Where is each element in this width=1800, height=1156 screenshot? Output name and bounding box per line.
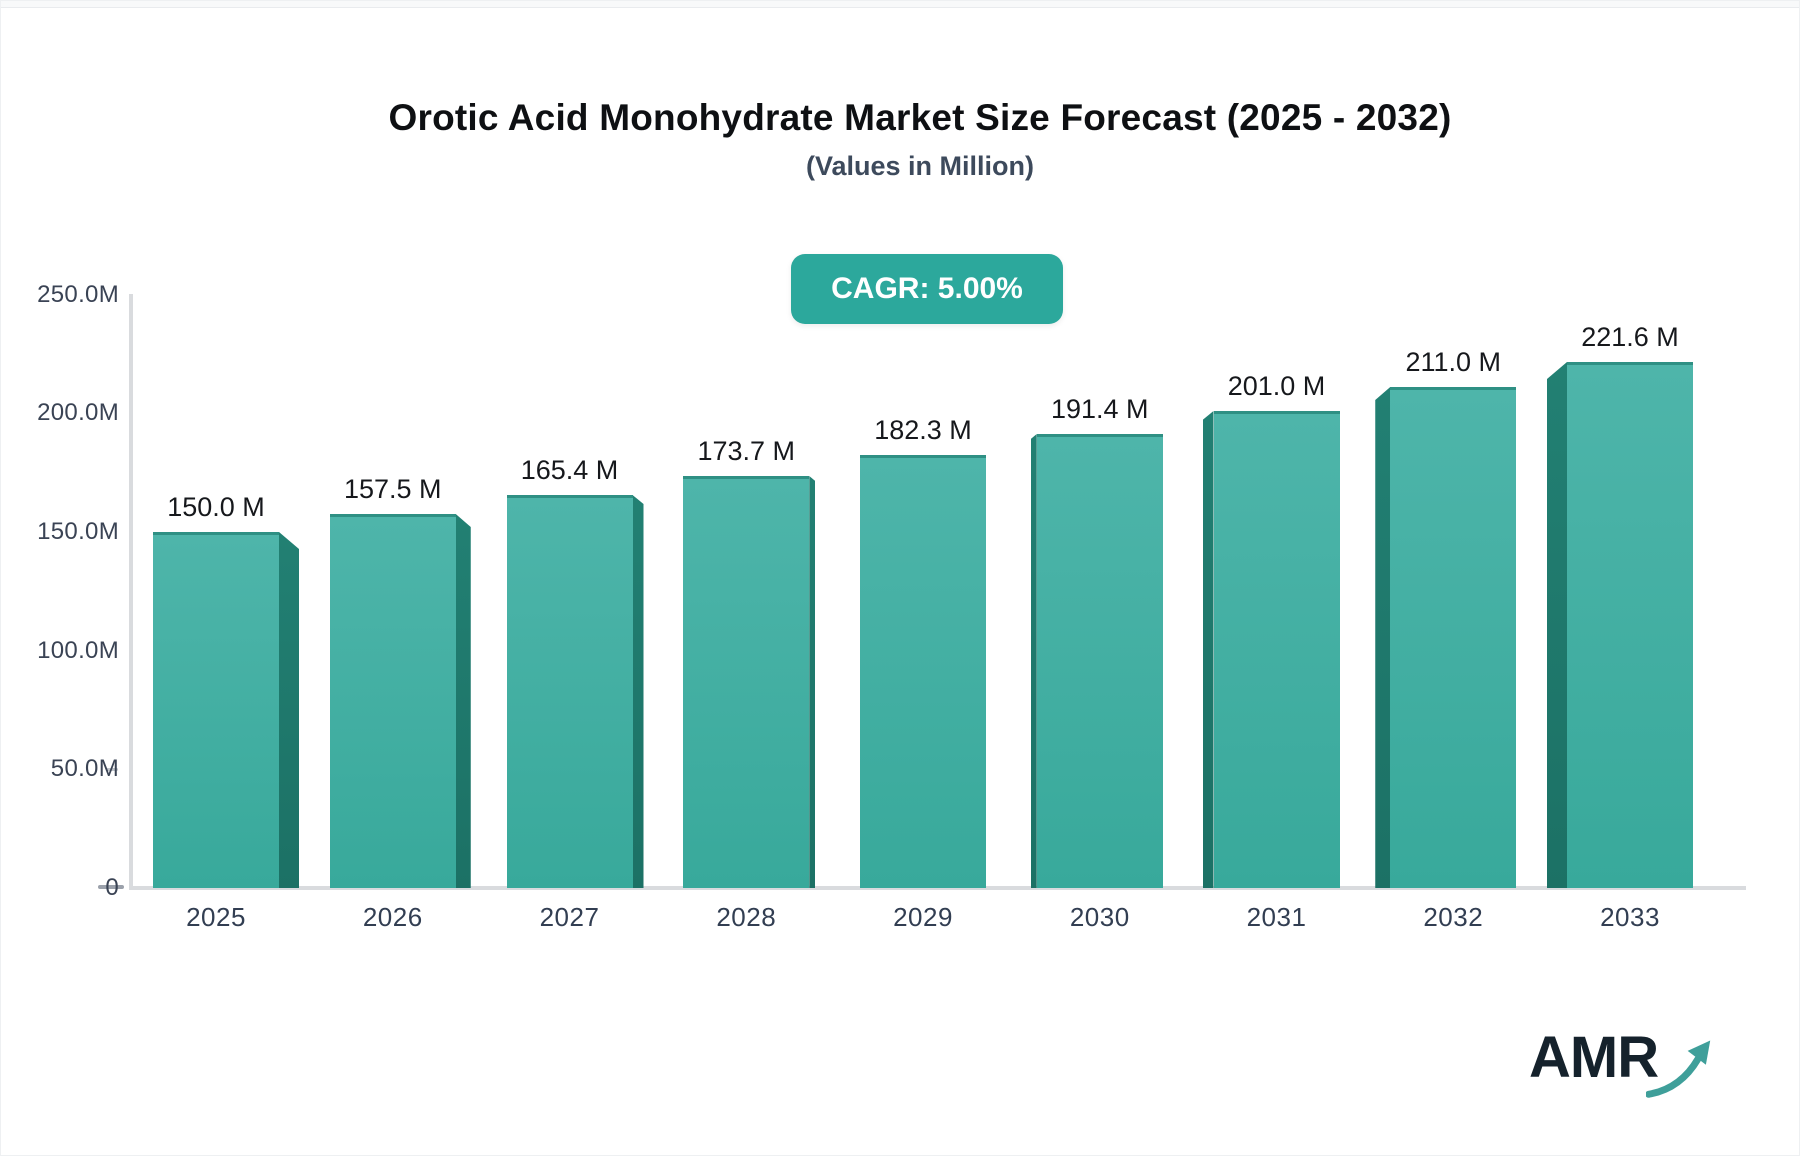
amr-logo-text: AMR [1529,1025,1659,1090]
bar-2032[interactable]: 211.0 M [1375,347,1517,888]
cagr-badge-label: CAGR: 5.00% [831,272,1023,305]
bar-front-face [1213,411,1340,888]
bar-2028[interactable]: 173.7 M [683,436,816,888]
bar-2025[interactable]: 150.0 M [153,492,299,888]
top-border-strip [1,1,1799,8]
bar-front-face [329,514,456,888]
bar-side-face [1030,434,1037,888]
cagr-badge: CAGR: 5.00% [791,254,1063,324]
x-axis-label-2031: 2031 [1246,902,1307,932]
bar-side-face [455,514,471,888]
bar-front-face [153,532,279,888]
bar-value-label: 157.5 M [343,474,442,504]
bar-value-label: 150.0 M [167,492,265,522]
x-axis-label-2030: 2030 [1069,902,1130,932]
bar-value-label: 201.0 M [1227,371,1326,401]
bar-front-face [1567,362,1693,888]
growth-arrow-icon [1646,1040,1711,1098]
y-tick-label: 50.0M [50,755,119,783]
bar-2027[interactable]: 165.4 M [506,455,644,888]
bar-front-face [506,495,633,888]
bar-side-face [1375,387,1391,888]
y-tick-label: 250.0M [37,280,119,308]
bar-front-face [1390,387,1517,888]
x-axis-label-2027: 2027 [539,902,600,932]
bar-value-label: 221.6 M [1581,322,1679,352]
bar-side-face [279,532,299,888]
bar-value-label: 211.0 M [1405,347,1502,377]
bar-side-face [809,476,816,888]
bar-2029[interactable]: 182.3 M [860,415,986,888]
bar-front-face [1036,434,1163,888]
bar-2031[interactable]: 201.0 M [1202,371,1340,888]
bar-side-face [1547,362,1567,888]
bar-2030[interactable]: 191.4 M [1030,394,1163,888]
bar-value-label: 165.4 M [520,455,619,485]
bar-value-label: 182.3 M [874,415,972,445]
x-axis-label-2033: 2033 [1600,902,1660,932]
bar-2033[interactable]: 221.6 M [1547,322,1693,888]
amr-logo: AMR [1529,1027,1719,1113]
y-tick-label: 100.0M [37,636,119,664]
bar-front-face [860,455,986,888]
bar-2026[interactable]: 157.5 M [329,474,471,888]
bar-side-face [632,495,644,888]
bar-side-face [1202,411,1214,888]
y-tick-mark-50 [106,768,118,771]
chart-subtitle: (Values in Million) [805,151,1035,181]
y-tick-label: 200.0M [37,399,119,427]
bar-front-face [683,476,810,888]
y-tick-label: 0 [105,874,119,901]
chart-title: Orotic Acid Monohydrate Market Size Fore… [388,97,1452,138]
y-tick-mark-0 [98,885,124,889]
x-axis-label-2029: 2029 [893,902,953,932]
x-axis-line [129,886,1746,890]
y-tick-label: 150.0M [37,518,119,545]
bar-value-label: 173.7 M [697,436,796,466]
x-axis-label-2028: 2028 [716,902,777,932]
bar-value-label: 191.4 M [1050,394,1149,424]
x-axis-label-2032: 2032 [1423,902,1484,932]
x-axis-label-2026: 2026 [362,902,423,932]
x-axis-label-2025: 2025 [186,902,246,932]
y-axis-line [129,294,133,890]
